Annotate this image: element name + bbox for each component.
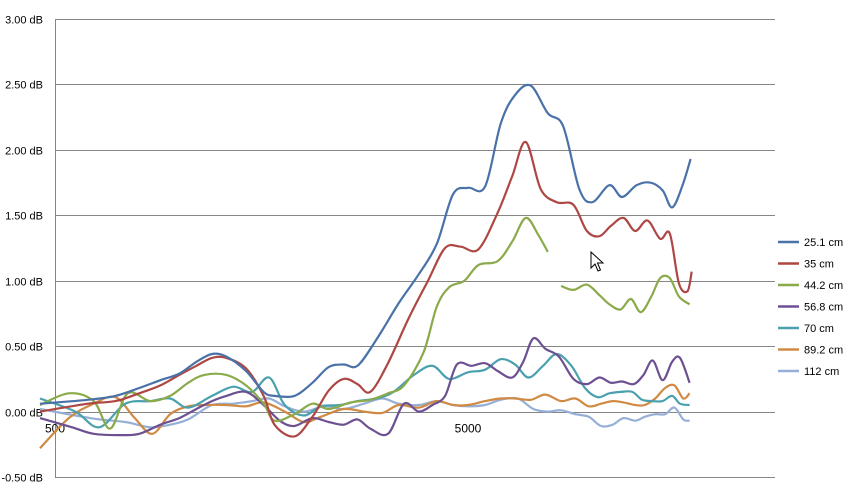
series-line-25-1-cm	[39, 83, 692, 405]
y-tick-label: 0.00 dB	[5, 408, 43, 420]
legend: 25.1 cm 35 cm 44.2 cm 56.8 cm 70 cm 89.2 cm 11…	[778, 237, 843, 378]
legend-label: 25.1 cm	[804, 237, 843, 249]
legend-label: 70 cm	[804, 323, 834, 335]
legend-label: 44.2 cm	[804, 280, 843, 292]
series-line-56-8-cm	[39, 336, 691, 437]
y-tick-label: -0.50 dB	[1, 473, 43, 485]
series-line-70-cm	[39, 352, 690, 429]
series-line-35-cm	[39, 140, 693, 438]
series-lines	[39, 83, 693, 449]
legend-label: 35 cm	[804, 259, 834, 271]
y-tick-label: 0.50 dB	[5, 342, 43, 354]
legend-label: 89.2 cm	[804, 345, 843, 357]
x-tick-label: 5000	[455, 422, 482, 436]
legend-label: 56.8 cm	[804, 302, 843, 314]
series-line-44-2-cm	[39, 216, 691, 430]
y-tick-label: 1.00 dB	[5, 277, 43, 289]
mouse-cursor-icon	[590, 250, 605, 272]
y-tick-label: 2.50 dB	[5, 80, 43, 92]
y-tick-label: 3.00 dB	[5, 15, 43, 27]
series-line-89-2-cm	[39, 383, 691, 449]
y-tick-label: 2.00 dB	[5, 146, 43, 158]
y-axis-tick-labels: -0.50 dB 0.00 dB 0.50 dB 1.00 dB 1.50 dB 2.00…	[1, 15, 43, 485]
y-tick-label: 1.50 dB	[5, 211, 43, 223]
legend-label: 112 cm	[804, 366, 839, 378]
